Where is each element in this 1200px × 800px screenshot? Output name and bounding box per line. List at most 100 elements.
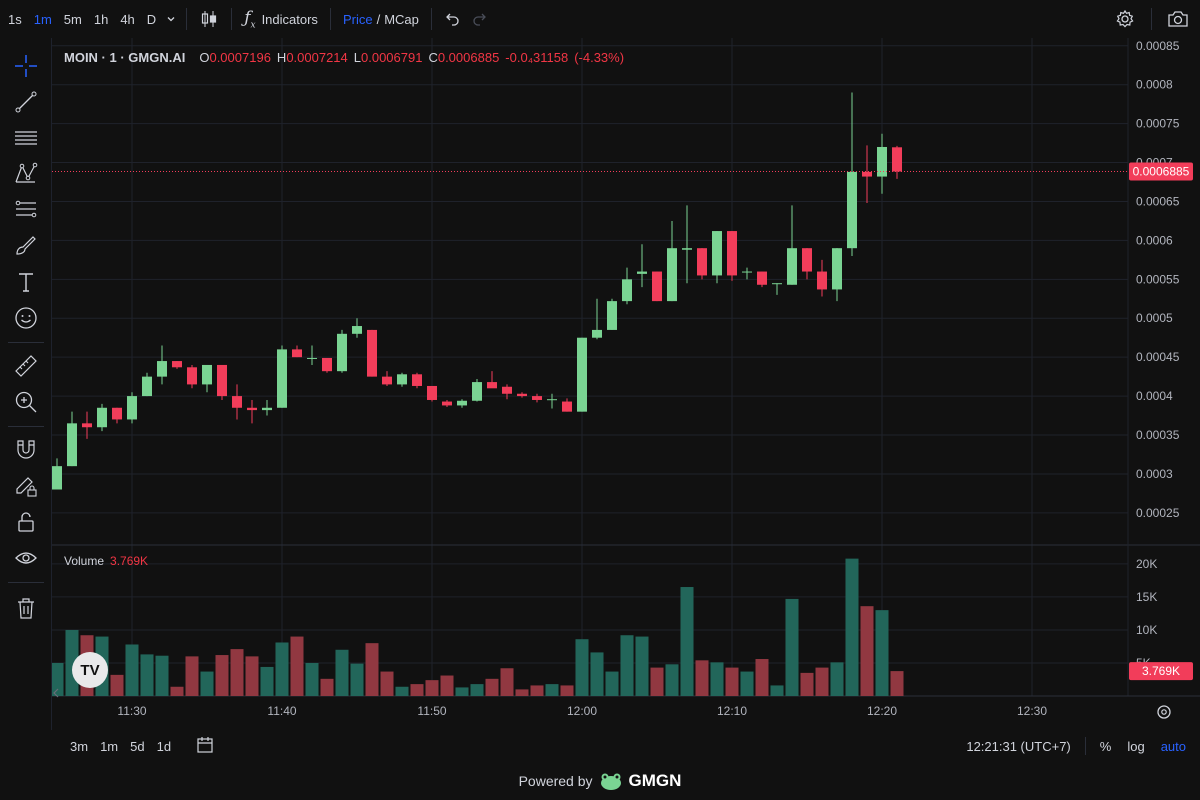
volume-bar — [335, 649, 349, 696]
price-axis-tick: 0.00085 — [1136, 39, 1180, 53]
time-axis-settings-icon[interactable] — [1157, 705, 1171, 719]
candle-body — [832, 248, 842, 290]
volume-bar — [425, 680, 439, 696]
candle-body — [517, 393, 527, 397]
brush-tool[interactable] — [12, 232, 40, 260]
scroll-left-icon[interactable] — [53, 688, 59, 698]
toolbar-separator — [8, 342, 44, 343]
volume-bar — [500, 668, 514, 696]
redo-icon — [473, 13, 486, 26]
candle-body — [562, 401, 572, 412]
range-5d[interactable]: 5d — [130, 738, 145, 754]
range-1d[interactable]: 1d — [156, 738, 172, 754]
volume-bar — [770, 685, 784, 696]
candle-body — [457, 400, 467, 406]
zoom-tool[interactable] — [12, 388, 40, 416]
interval-1m[interactable]: 1m — [33, 11, 52, 27]
eye-icon — [15, 552, 37, 564]
undo-button[interactable] — [438, 5, 466, 33]
change-percent: (-4.33%) — [574, 50, 625, 65]
text-tool[interactable] — [12, 268, 40, 296]
range-1m[interactable]: 1m — [100, 738, 119, 754]
indicators-button[interactable]: ƒx Indicators — [238, 5, 324, 33]
volume-bar — [800, 672, 814, 696]
gear-icon — [1116, 9, 1134, 28]
goto-date-button[interactable] — [189, 735, 221, 758]
magnet-tool[interactable] — [12, 436, 40, 464]
volume-bar — [875, 610, 889, 696]
top-toolbar: 1s 1m 5m 1h 4h D ƒx Indicators Price / MCap — [0, 0, 1200, 38]
price-axis-tick: 0.0008 — [1136, 78, 1173, 92]
toolbar-separator — [8, 426, 44, 427]
volume-label[interactable]: Volume — [64, 554, 105, 568]
candlestick-chart[interactable]: 0.000850.00080.000750.00070.000650.00060… — [52, 38, 1200, 730]
chart-area[interactable]: 0.000850.00080.000750.00070.000650.00060… — [52, 38, 1200, 730]
horizontal-lines-tool[interactable] — [12, 124, 40, 152]
interval-5m[interactable]: 5m — [63, 11, 82, 27]
interval-4h[interactable]: 4h — [120, 11, 135, 27]
time-axis-tick: 12:00 — [567, 704, 597, 718]
candle-body — [307, 357, 317, 359]
price-option[interactable]: Price — [342, 11, 373, 27]
volume-bar — [605, 671, 619, 696]
volume-bar — [440, 675, 454, 696]
pattern-tool[interactable] — [12, 160, 40, 188]
settings-button[interactable] — [1111, 5, 1139, 33]
mcap-option[interactable]: MCap — [384, 11, 419, 27]
emoji-tool[interactable] — [12, 304, 40, 332]
candle-body — [322, 357, 332, 372]
price-mcap-toggle[interactable]: Price / MCap — [337, 5, 425, 33]
crosshair-tool[interactable] — [12, 52, 40, 80]
volume-bar — [515, 689, 529, 696]
candle-body — [277, 349, 287, 408]
volume-bar — [200, 671, 214, 696]
candle-body — [577, 337, 587, 412]
hide-drawings-tool[interactable] — [12, 544, 40, 572]
fib-retracement-icon — [15, 200, 37, 218]
redo-button[interactable] — [466, 5, 494, 33]
change-value: -0.0₄31158 — [505, 50, 569, 65]
auto-toggle[interactable]: auto — [1160, 738, 1186, 754]
fib-tool[interactable] — [12, 196, 40, 224]
interval-group: 1s 1m 5m 1h 4h D — [0, 5, 162, 33]
remove-drawings-tool[interactable] — [12, 594, 40, 622]
volume-bar — [290, 636, 304, 696]
lock-drawing-tool[interactable] — [12, 472, 40, 500]
volume-bar — [365, 643, 379, 696]
time-display[interactable]: 12:21:31 (UTC+7) — [966, 738, 1071, 754]
screenshot-button[interactable] — [1164, 5, 1192, 33]
volume-bar — [350, 663, 364, 696]
candle-body — [442, 401, 452, 406]
volume-bar — [260, 666, 274, 696]
candle-body — [742, 271, 752, 273]
candle-body — [352, 326, 362, 334]
range-3m[interactable]: 3m — [70, 738, 89, 754]
tradingview-logo[interactable]: TV — [72, 652, 108, 688]
candle-body — [112, 407, 122, 420]
current-volume-badge: 3.769K — [1142, 664, 1180, 678]
volume-axis-tick: 15K — [1136, 590, 1157, 604]
volume-axis-tick: 20K — [1136, 557, 1157, 571]
interval-1h[interactable]: 1h — [93, 11, 109, 27]
toolbar-separator — [8, 582, 44, 583]
interval-1s[interactable]: 1s — [8, 11, 22, 27]
symbol-label[interactable]: MOIN · 1 · GMGN.AI — [64, 50, 186, 65]
interval-dropdown[interactable] — [162, 5, 180, 33]
pencil-lock-icon — [16, 477, 37, 497]
measure-tool[interactable] — [12, 352, 40, 380]
volume-bar — [545, 684, 559, 696]
percent-toggle[interactable]: % — [1099, 738, 1112, 754]
candle-body — [427, 385, 437, 400]
gmgn-brand[interactable]: GMGN — [628, 771, 682, 790]
chart-legend: MOIN · 1 · GMGN.AI O0.0007196 H0.0007214… — [64, 50, 624, 65]
candle-body — [142, 376, 152, 397]
trash-icon — [18, 598, 34, 619]
lock-all-tool[interactable] — [12, 508, 40, 536]
chart-type-button[interactable] — [193, 5, 225, 33]
log-toggle[interactable]: log — [1127, 738, 1145, 754]
volume-bar — [890, 671, 904, 696]
interval-D[interactable]: D — [146, 11, 157, 27]
volume-bar — [470, 684, 484, 696]
trend-line-tool[interactable] — [12, 88, 40, 116]
toolbar-separator — [1151, 8, 1152, 30]
